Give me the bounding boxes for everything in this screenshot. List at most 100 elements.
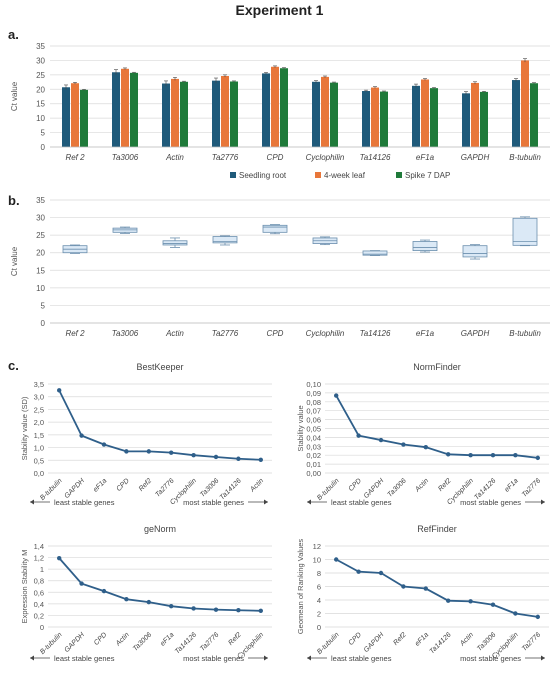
c-arrow-right-label: most stable genes <box>183 654 244 663</box>
c-ytick-label: 0,0 <box>34 469 44 478</box>
c-arrow-left-head <box>307 655 311 661</box>
c-point <box>446 452 451 457</box>
c-arrow-right-head <box>541 499 545 505</box>
b-ytick-label: 30 <box>36 214 45 223</box>
c-point <box>101 588 107 594</box>
c-xtick-label: eF1a <box>504 477 520 493</box>
b-xtick-label: Ta14126 <box>360 329 391 338</box>
a-legend-swatch <box>315 172 321 178</box>
c-ytick-label: 3,0 <box>34 393 44 402</box>
c-ylabel: Expression Stability M <box>20 550 29 624</box>
a-bar <box>371 87 379 147</box>
c-ytick-label: 4 <box>317 596 321 605</box>
c-chart-title: geNorm <box>144 524 176 534</box>
a-xtick-label: Ta2776 <box>212 153 239 162</box>
a-bar <box>221 76 229 147</box>
c-xtick-label: Ref2 <box>227 631 242 646</box>
c-point <box>213 454 219 460</box>
c-arrow-left-label: least stable genes <box>331 498 392 507</box>
c-point <box>79 433 84 438</box>
c-point <box>513 611 518 616</box>
b-ytick-label: 20 <box>36 249 45 258</box>
c-point <box>378 570 384 576</box>
b-box <box>512 217 538 246</box>
figure-title: Experiment 1 <box>235 2 324 18</box>
c-point <box>490 602 496 607</box>
c-ytick-label: 0,02 <box>306 451 321 460</box>
c-chart-title: BestKeeper <box>136 362 183 372</box>
b-ytick-label: 5 <box>41 301 46 310</box>
c-ytick-label: 0,2 <box>34 611 44 620</box>
c-ytick-label: 0,06 <box>306 416 321 425</box>
panel-label-c: c. <box>8 358 19 373</box>
b-box <box>212 236 238 244</box>
a-bar <box>312 81 320 147</box>
c-point <box>468 599 473 604</box>
c-arrow-left-label: least stable genes <box>331 654 392 663</box>
c-ytick-label: 2,0 <box>34 418 44 427</box>
c-xtick-label: CPD <box>348 477 363 492</box>
c-point <box>191 606 196 611</box>
c-point <box>258 457 263 462</box>
a-ytick-label: 5 <box>41 129 46 138</box>
c-chart-title: RefFinder <box>417 524 457 534</box>
c-xtick-label: CPD <box>115 477 130 492</box>
c-xtick-label: B-tubulin <box>39 631 64 656</box>
b-box <box>362 250 388 256</box>
c-xtick-label: Ref2 <box>437 477 452 492</box>
a-bar <box>262 73 270 147</box>
a-bar <box>512 80 520 147</box>
a-xtick-label: CPD <box>267 153 284 162</box>
c-point <box>334 557 339 562</box>
c-xtick-label: Actin <box>114 631 131 648</box>
c-point <box>356 433 361 438</box>
c-xtick-label: eF1a <box>159 631 175 647</box>
a-bar <box>62 87 70 147</box>
b-box <box>412 241 438 252</box>
a-xtick-label: Ta3006 <box>112 153 139 162</box>
c-xtick-label: Ta3006 <box>199 477 220 498</box>
c-ylabel: Stability value <box>296 405 305 451</box>
a-bar <box>421 79 429 147</box>
c-arrow-left-label: least stable genes <box>54 654 115 663</box>
c-point <box>401 442 406 447</box>
c-point <box>57 555 62 561</box>
b-ytick-label: 25 <box>36 231 45 240</box>
c-arrow-right-label: most stable genes <box>183 498 244 507</box>
c-ytick-label: 0,03 <box>306 442 321 451</box>
c-point <box>258 608 263 613</box>
c-ytick-label: 2 <box>317 610 321 619</box>
c-series-line <box>335 558 538 618</box>
a-ytick-label: 15 <box>36 100 45 109</box>
c-ylabel: Stability value (SD) <box>20 396 29 460</box>
a-bar <box>412 85 420 147</box>
c-ytick-label: 0 <box>40 623 44 632</box>
c-series-line <box>335 395 538 459</box>
c-ytick-label: 12 <box>313 542 321 551</box>
b-xtick-label: Actin <box>165 329 184 338</box>
b-xtick-label: GAPDH <box>461 329 490 338</box>
c-point <box>334 393 339 398</box>
c-ytick-label: 0,05 <box>306 425 321 434</box>
c-ytick-label: 0,4 <box>34 600 44 609</box>
c-xtick-label: Ta14126 <box>174 631 198 655</box>
b-xtick-label: Ta2776 <box>212 329 239 338</box>
c-ytick-label: 0,6 <box>34 588 44 597</box>
c-ytick-label: 0,8 <box>34 577 44 586</box>
c-arrow-right-head <box>541 655 545 661</box>
c-point <box>101 442 107 447</box>
c-xtick-label: GAPDH <box>363 477 386 500</box>
a-xtick-label: Ta14126 <box>360 153 391 162</box>
a-bar <box>71 83 79 147</box>
c-xtick-label: Ref2 <box>392 631 407 646</box>
c-ytick-label: 1,4 <box>34 542 44 551</box>
a-legend-label: Seedling root <box>239 171 287 180</box>
a-bar <box>521 60 529 147</box>
a-ytick-label: 25 <box>36 71 45 80</box>
c-ytick-label: 0,00 <box>306 469 321 478</box>
a-xtick-label: B-tubulin <box>509 153 541 162</box>
a-legend-label: 4-week leaf <box>324 171 366 180</box>
c-point <box>124 449 129 454</box>
a-xtick-label: GAPDH <box>461 153 490 162</box>
a-bar <box>130 72 138 147</box>
